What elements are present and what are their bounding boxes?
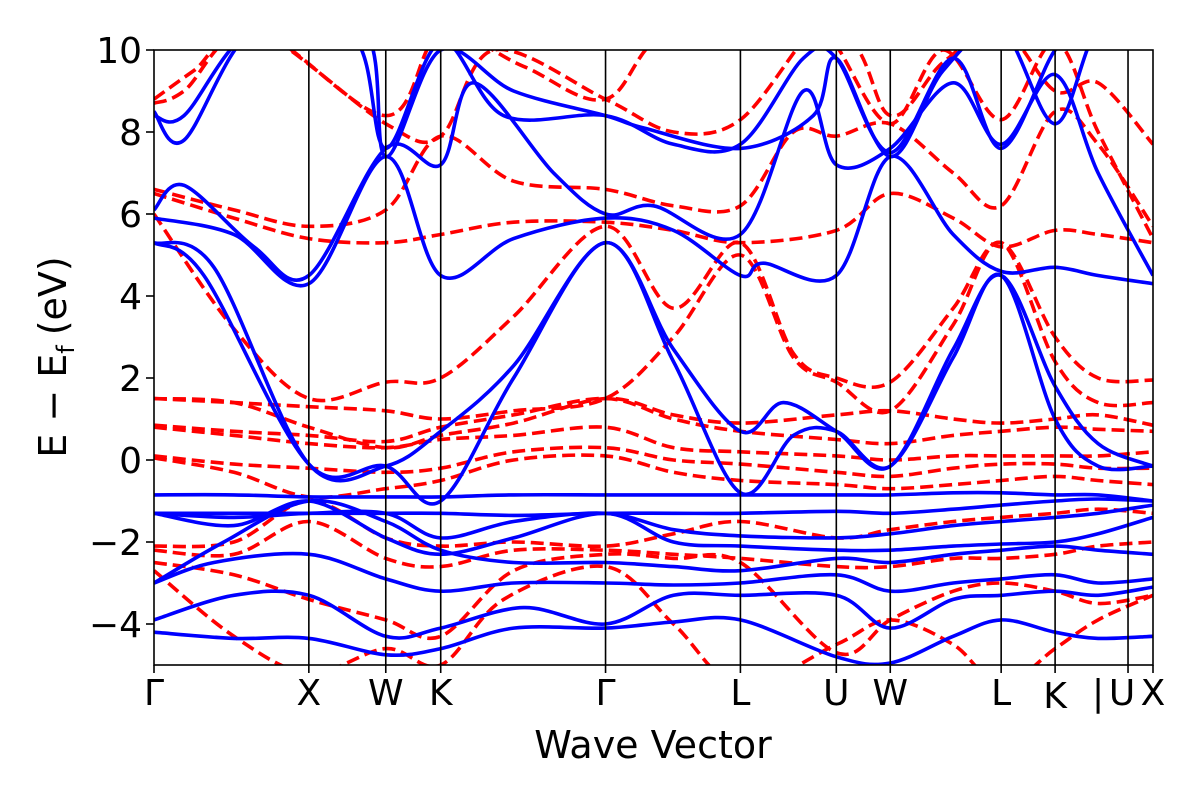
x-tick-label: Γ xyxy=(144,673,164,714)
y-axis-label-unit: (eV) xyxy=(31,256,75,335)
x-tick-label: W xyxy=(872,673,908,714)
dashed-band-line xyxy=(154,107,1153,229)
x-tick-label: K xyxy=(429,673,454,714)
y-axis-label-group: E − Ef (eV) xyxy=(31,256,80,458)
solid-band-line xyxy=(154,50,1058,155)
x-ticks: Γ X W K Γ L U W L K | U X xyxy=(144,665,1165,717)
dashed-band-line xyxy=(154,519,1153,570)
dashed-band-line xyxy=(154,396,1153,446)
x-tick-label: L xyxy=(991,673,1011,714)
solid-band-line xyxy=(154,615,1153,665)
y-ticks: −4 −2 0 2 4 6 8 10 xyxy=(89,31,154,646)
y-axis-label-main: E − E xyxy=(31,354,75,458)
plot-frame xyxy=(153,49,1154,666)
x-tick-label: U xyxy=(1109,673,1135,714)
x-tick-label: W xyxy=(368,673,404,714)
dashed-band-line xyxy=(154,191,1153,249)
x-axis-label: Wave Vector xyxy=(534,723,772,767)
x-tick-label: Γ xyxy=(596,673,616,714)
y-axis-label-sub: f xyxy=(52,345,80,354)
solid-band-line xyxy=(154,240,1153,506)
bands-layer xyxy=(154,50,1153,665)
y-tick-label: −4 xyxy=(89,605,142,646)
dashed-band-line xyxy=(154,396,1153,450)
x-tick-label: L xyxy=(730,673,750,714)
solid-band-line xyxy=(154,497,1153,518)
y-tick-label: 6 xyxy=(119,195,142,236)
x-tick-separator: | xyxy=(1092,673,1104,714)
kpoint-lines xyxy=(308,50,1129,665)
solid-band-line xyxy=(154,498,1153,585)
dashed-band-line xyxy=(154,240,1153,421)
solid-band-line xyxy=(154,499,1153,557)
y-tick-label: −2 xyxy=(89,523,142,564)
y-tick-label: 0 xyxy=(119,441,142,482)
y-tick-label: 8 xyxy=(119,113,142,154)
solid-band-line xyxy=(154,240,1153,483)
solid-band-line xyxy=(154,72,1153,283)
dashed-band-line xyxy=(154,445,1153,479)
solid-band-line xyxy=(154,585,1153,640)
dashed-band-line xyxy=(154,425,1153,462)
dashed-band-line xyxy=(154,50,1153,240)
solid-band-line xyxy=(154,154,1153,288)
dashed-band-line xyxy=(154,453,1153,500)
y-tick-label: 10 xyxy=(96,31,142,72)
x-tick-label: X xyxy=(297,673,322,714)
solid-band-line xyxy=(154,551,1153,594)
y-axis-label: E − Ef (eV) xyxy=(31,256,80,458)
x-tick-label: K xyxy=(1043,676,1068,717)
y-tick-label: 2 xyxy=(119,359,142,400)
y-tick-label: 4 xyxy=(119,277,142,318)
dashed-band-line xyxy=(154,50,1153,146)
solid-band-line xyxy=(154,50,1090,159)
solid-band-line xyxy=(154,490,1153,503)
x-tick-label: U xyxy=(823,673,849,714)
x-tick-label: X xyxy=(1141,673,1166,714)
